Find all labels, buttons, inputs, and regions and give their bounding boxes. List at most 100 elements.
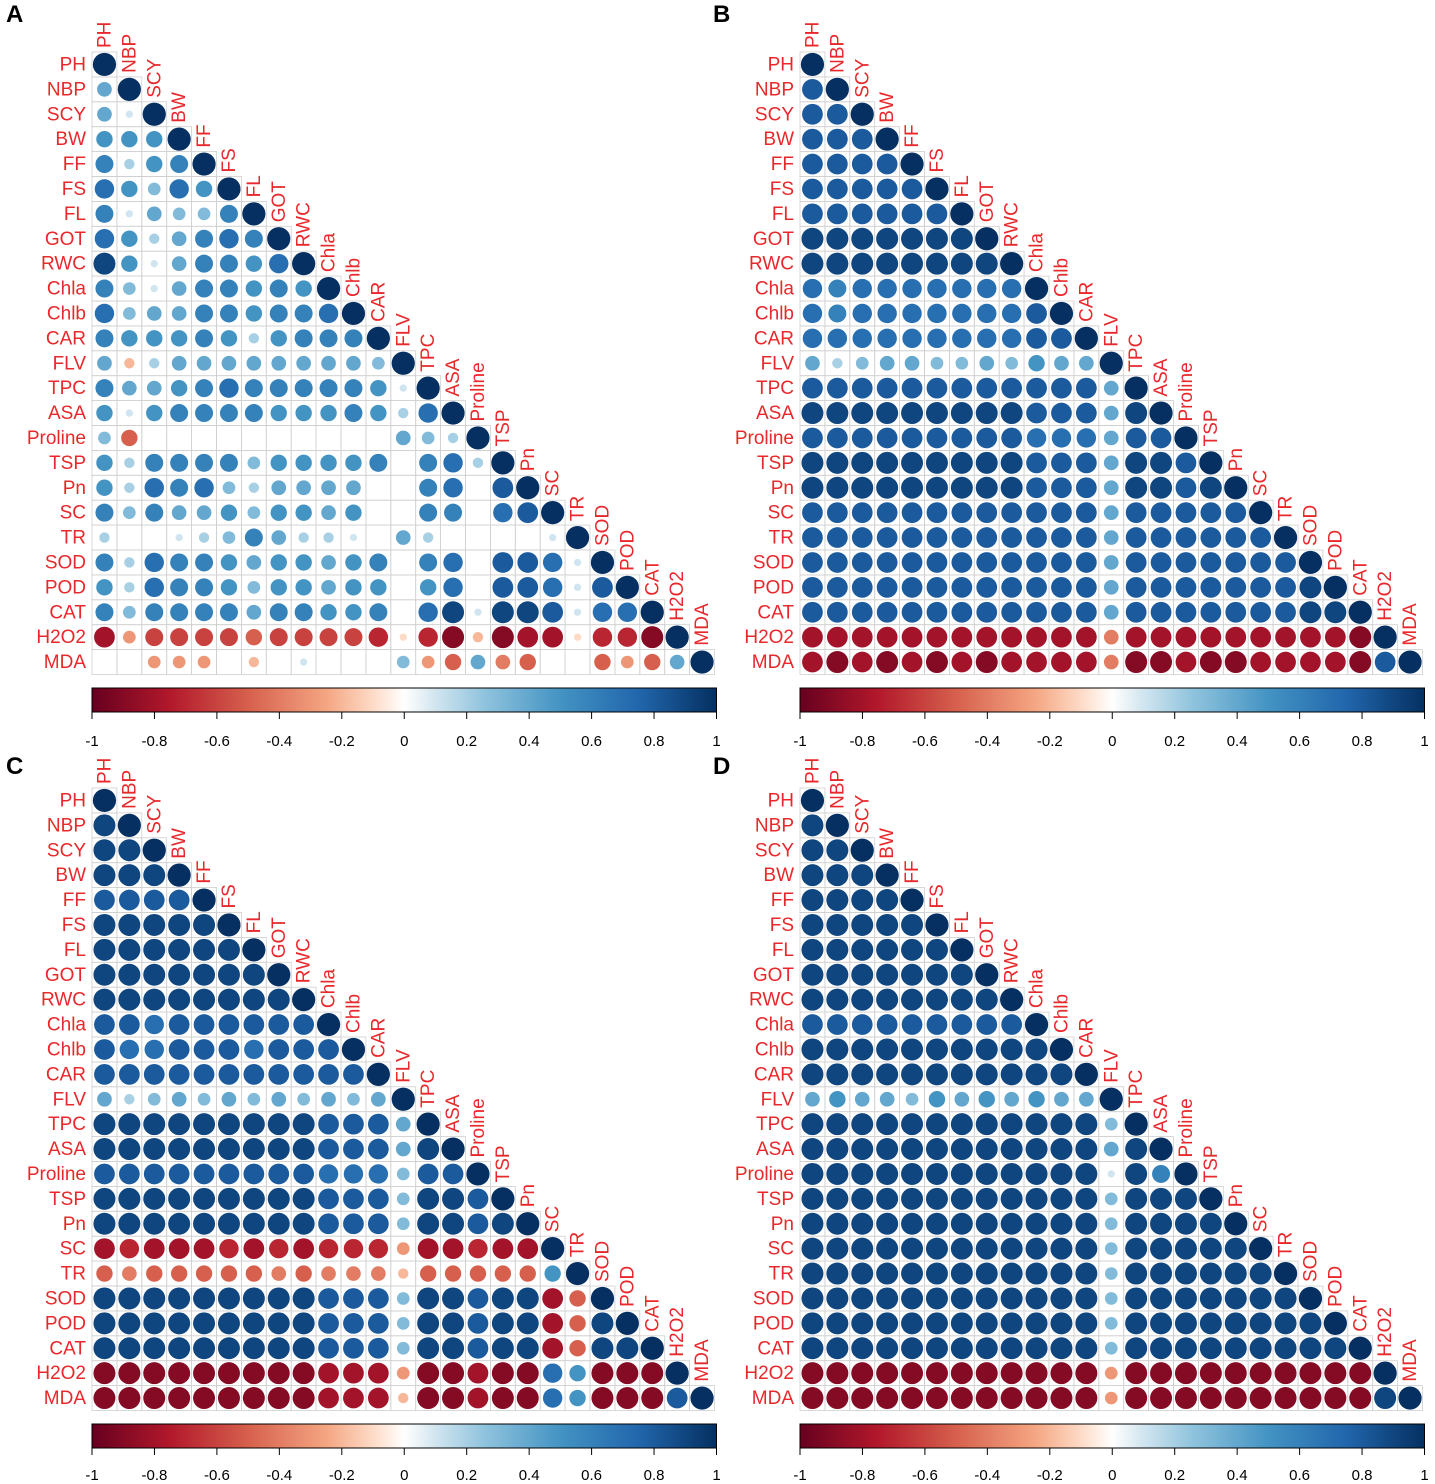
corr-circle-POD-NBP bbox=[826, 1312, 849, 1335]
corr-circle-Chlb-FS bbox=[218, 1039, 240, 1060]
corr-circle-MDA-FF bbox=[197, 655, 211, 669]
corr-circle-SC-FS bbox=[219, 1238, 239, 1259]
corr-circle-POD-BW bbox=[170, 578, 189, 597]
corr-circle-CAR-CAR bbox=[366, 1062, 390, 1086]
corr-circle-RWC-NBP bbox=[826, 252, 849, 275]
corr-circle-Proline-FLV bbox=[396, 1167, 410, 1181]
corr-circle-Chlb-FL bbox=[244, 1039, 264, 1060]
col-label: CAT bbox=[642, 559, 663, 596]
corr-circle-Proline-FS bbox=[218, 1163, 240, 1185]
corr-circle-RWC-NBP bbox=[121, 255, 138, 272]
corr-circle-TPC-NBP bbox=[826, 1113, 849, 1136]
corr-circle-Proline-SCY bbox=[851, 1162, 874, 1185]
corr-circle-H2O2-BW bbox=[168, 1362, 191, 1385]
corr-circle-CAR-NBP bbox=[118, 1063, 140, 1085]
corr-circle-POD-FF bbox=[901, 1312, 924, 1335]
corr-circle-CAT-Chla bbox=[1026, 601, 1047, 623]
row-label: SC bbox=[768, 503, 794, 524]
corr-circle-FLV-FF bbox=[905, 1092, 919, 1106]
corr-circle-SOD-FL bbox=[950, 1287, 973, 1310]
corr-circle-Proline-TPC bbox=[1125, 1162, 1148, 1185]
corr-circle-GOT-FF bbox=[901, 227, 924, 250]
corr-circle-CAT-Proline bbox=[474, 608, 482, 616]
row-label: Chlb bbox=[755, 1039, 794, 1060]
corr-circle-Chlb-SCY bbox=[144, 1039, 164, 1060]
corr-circle-MDA-SCY bbox=[851, 651, 873, 673]
corr-circle-FLV-CAR bbox=[371, 1091, 386, 1107]
corr-circle-TPC-BW bbox=[876, 377, 898, 399]
corr-circle-H2O2-SCY bbox=[851, 1362, 874, 1385]
corr-circle-Chlb-RWC bbox=[1000, 1038, 1023, 1061]
grid-cell bbox=[365, 649, 392, 675]
corr-circle-ASA-RWC bbox=[295, 404, 312, 422]
col-label: SOD bbox=[1300, 1241, 1321, 1282]
corr-circle-MDA-Chlb bbox=[1051, 651, 1072, 673]
corr-circle-FLV-RWC bbox=[1004, 1091, 1019, 1107]
corr-circle-SOD-TSP bbox=[491, 1287, 514, 1310]
corr-circle-TR-TSP bbox=[1200, 527, 1222, 548]
corr-circle-FLV-FS bbox=[221, 355, 237, 371]
col-label: ASA bbox=[443, 358, 464, 396]
corr-circle-ASA-FS bbox=[219, 404, 238, 423]
corr-circle-SOD-TR bbox=[569, 1290, 586, 1307]
corr-circle-CAR-FF bbox=[193, 1063, 215, 1085]
corr-circle-GOT-NBP bbox=[826, 963, 849, 986]
corr-circle-Pn-ASA bbox=[1150, 1212, 1173, 1235]
corr-circle-GOT-SCY bbox=[851, 227, 874, 250]
corr-circle-TR-Proline bbox=[1174, 1262, 1197, 1285]
corr-circle-CAT-TSP bbox=[491, 601, 514, 624]
grid-cell bbox=[390, 499, 417, 526]
corr-circle-SOD-SOD bbox=[590, 550, 615, 575]
corr-circle-CAT-FL bbox=[246, 604, 262, 620]
corr-circle-POD-Chla bbox=[318, 1312, 339, 1334]
corr-circle-SC-GOT bbox=[270, 504, 287, 521]
corr-circle-MDA-ASA bbox=[1150, 1387, 1173, 1410]
corr-circle-Proline-Chlb bbox=[343, 1164, 364, 1184]
corr-circle-TSP-FF bbox=[901, 451, 924, 474]
corr-circle-CAT-BW bbox=[170, 603, 189, 622]
corr-circle-FL-NBP bbox=[118, 938, 141, 961]
corr-circle-POD-TSP bbox=[1199, 1312, 1222, 1335]
corr-circle-Chla-BW bbox=[168, 1014, 190, 1035]
corr-circle-H2O2-Pn bbox=[1224, 1362, 1247, 1385]
corr-circle-CAR-BW bbox=[170, 330, 188, 347]
corr-circle-TPC-PH bbox=[802, 377, 823, 399]
corr-circle-FLV-FLV bbox=[391, 351, 415, 375]
corr-circle-H2O2-Proline bbox=[1174, 1362, 1197, 1385]
colorbar-tick-label: -1 bbox=[793, 1467, 806, 1484]
corr-circle-TPC-FS bbox=[925, 1113, 948, 1136]
corr-circle-SC-TPC bbox=[419, 503, 438, 522]
corr-circle-TPC-NBP bbox=[118, 1113, 141, 1136]
corr-circle-Proline-FS bbox=[925, 1162, 948, 1185]
corr-circle-SOD-RWC bbox=[1000, 1287, 1023, 1310]
corr-circle-SC-ASA bbox=[1150, 502, 1172, 524]
corr-circle-ASA-FF bbox=[901, 402, 924, 425]
col-label: PH bbox=[802, 758, 823, 784]
row-label: TR bbox=[61, 528, 86, 549]
corr-circle-TSP-GOT bbox=[975, 1187, 998, 1210]
corr-circle-SOD-Pn bbox=[517, 552, 539, 573]
corr-circle-TR-SCY bbox=[146, 1265, 163, 1282]
corr-circle-POD-FS bbox=[925, 1312, 948, 1335]
corr-circle-RWC-FS bbox=[217, 988, 240, 1011]
corr-circle-PH-PH bbox=[800, 788, 825, 813]
row-label: GOT bbox=[45, 229, 87, 250]
corr-circle-SCY-SCY bbox=[850, 838, 874, 862]
corr-circle-TSP-RWC bbox=[1000, 451, 1023, 474]
corr-circle-Pn-BW bbox=[168, 1212, 191, 1235]
corr-circle-GOT-FS bbox=[925, 963, 948, 986]
row-label: TSP bbox=[49, 453, 86, 474]
corr-circle-Pn-GOT bbox=[267, 1212, 290, 1235]
corr-circle-MDA-Chla bbox=[318, 1387, 339, 1409]
corr-circle-MDA-RWC bbox=[1000, 1387, 1023, 1410]
corr-circle-SOD-ASA bbox=[442, 1287, 465, 1310]
corr-circle-SC-FLV bbox=[396, 1242, 410, 1255]
corr-circle-GOT-GOT bbox=[975, 227, 999, 251]
corr-circle-FL-BW bbox=[168, 938, 191, 961]
corr-circle-TSP-FS bbox=[219, 453, 238, 472]
corr-circle-PH-PH bbox=[92, 788, 117, 813]
corr-circle-Chlb-GOT bbox=[977, 303, 997, 324]
corr-circle-SCY-SCY bbox=[142, 838, 166, 862]
row-label: PH bbox=[60, 54, 86, 75]
corr-circle-FLV-FF bbox=[197, 1092, 211, 1106]
